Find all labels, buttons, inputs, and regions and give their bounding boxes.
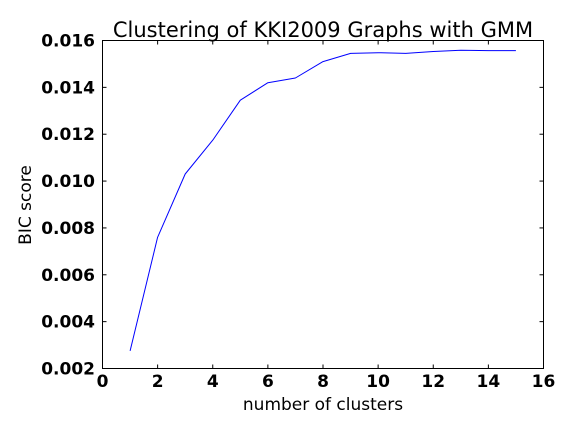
y-tick-label: 0.010: [41, 172, 95, 192]
chart-title: Clustering of KKI2009 Graphs with GMM: [113, 18, 533, 42]
x-tick-label: 16: [532, 372, 556, 392]
y-tick-label: 0.008: [41, 219, 95, 239]
y-tick-label: 0.004: [41, 313, 95, 333]
x-tick-label: 12: [421, 372, 445, 392]
x-tick-label: 4: [207, 372, 219, 392]
y-tick-label: 0.012: [41, 125, 95, 145]
y-axis-label: BIC score: [16, 165, 36, 245]
x-tick-label: 6: [262, 372, 274, 392]
plot-frame: [102, 40, 544, 369]
y-tick-label: 0.016: [41, 32, 95, 52]
x-tick-label: 14: [477, 372, 501, 392]
x-tick-label: 2: [152, 372, 164, 392]
y-tick-label: 0.002: [41, 360, 95, 380]
x-axis-label: number of clusters: [243, 395, 403, 415]
plot-series: [129, 49, 516, 352]
y-tick-label: 0.006: [41, 266, 95, 286]
y-tick-label: 0.014: [41, 78, 95, 98]
x-tick-label: 8: [317, 372, 329, 392]
y-tick-labels: 0.002 0.004 0.006 0.008 0.010 0.012 0.014 0.016: [41, 32, 95, 380]
x-tick-label: 0: [97, 372, 109, 392]
series-line: [129, 49, 516, 352]
x-tick-labels: 0 2 4 6 8 10 12 14 16: [97, 372, 556, 392]
axis-ticks: [102, 40, 544, 369]
x-tick-label: 10: [366, 372, 390, 392]
